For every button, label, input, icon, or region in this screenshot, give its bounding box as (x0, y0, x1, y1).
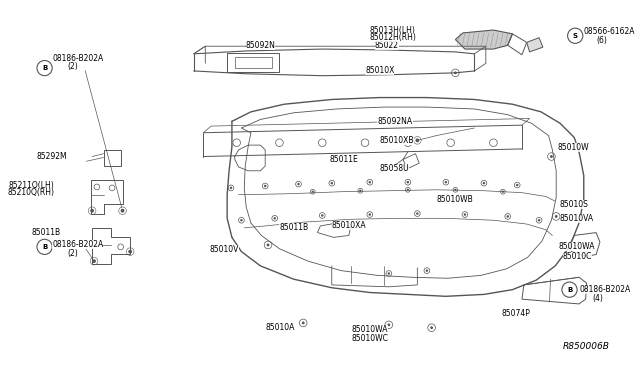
Circle shape (297, 183, 300, 185)
Circle shape (516, 184, 518, 186)
Text: 85011E: 85011E (330, 155, 358, 164)
Text: B: B (567, 287, 572, 293)
Circle shape (406, 189, 409, 191)
Circle shape (92, 259, 96, 263)
Circle shape (388, 272, 390, 275)
Circle shape (454, 71, 457, 74)
Text: (2): (2) (67, 62, 78, 71)
Circle shape (426, 269, 428, 272)
Circle shape (312, 190, 314, 193)
Circle shape (387, 323, 390, 326)
Circle shape (506, 215, 509, 218)
Text: 85292M: 85292M (36, 152, 67, 161)
Text: 85010C: 85010C (563, 252, 592, 261)
Text: 85010WB: 85010WB (436, 195, 473, 204)
Text: 85011B: 85011B (280, 223, 308, 232)
Text: 85010XA: 85010XA (332, 221, 366, 230)
Text: 85211Q(LH): 85211Q(LH) (8, 180, 54, 190)
Circle shape (415, 138, 419, 142)
Circle shape (416, 212, 419, 215)
Circle shape (483, 182, 485, 185)
Circle shape (302, 321, 305, 324)
Circle shape (264, 185, 266, 187)
Circle shape (562, 282, 577, 297)
Circle shape (273, 217, 276, 219)
Circle shape (37, 61, 52, 76)
Circle shape (369, 213, 371, 216)
Text: 85012H(RH): 85012H(RH) (370, 33, 417, 42)
Text: 85013H(LH): 85013H(LH) (370, 26, 415, 35)
Text: B: B (42, 244, 47, 250)
Polygon shape (456, 30, 513, 49)
Text: 85058U: 85058U (380, 164, 409, 173)
Text: 85010W: 85010W (557, 142, 589, 151)
Text: 85010VA: 85010VA (560, 214, 594, 223)
Text: 08186-B202A: 08186-B202A (579, 285, 630, 294)
Text: 85010X: 85010X (365, 67, 394, 76)
Text: 85010XB: 85010XB (380, 136, 414, 145)
Text: 85010WA: 85010WA (351, 325, 388, 334)
Text: 85010WA: 85010WA (558, 243, 595, 251)
Text: 08186-B202A: 08186-B202A (52, 54, 104, 63)
Circle shape (406, 181, 409, 183)
Circle shape (445, 181, 447, 183)
Polygon shape (527, 38, 543, 52)
Text: (6): (6) (596, 36, 607, 45)
Circle shape (430, 326, 433, 329)
Circle shape (90, 209, 94, 213)
Text: (4): (4) (593, 294, 604, 303)
Circle shape (37, 239, 52, 254)
Circle shape (321, 214, 323, 217)
Circle shape (454, 189, 456, 191)
Circle shape (128, 250, 132, 253)
Text: 85011B: 85011B (31, 228, 61, 237)
Circle shape (230, 187, 232, 189)
Text: S: S (573, 33, 578, 39)
Circle shape (555, 215, 557, 218)
Text: 85210Q(RH): 85210Q(RH) (7, 188, 54, 197)
Circle shape (463, 213, 466, 216)
Circle shape (121, 209, 124, 213)
Circle shape (330, 182, 333, 185)
Text: 85092NA: 85092NA (378, 117, 413, 126)
Text: 85010V: 85010V (209, 245, 239, 254)
Text: 85022: 85022 (375, 41, 399, 50)
Text: R850006B: R850006B (563, 343, 609, 352)
Text: 08566-6162A: 08566-6162A (584, 28, 636, 36)
Circle shape (267, 244, 269, 246)
Circle shape (502, 190, 504, 193)
Circle shape (568, 28, 583, 44)
Text: 85010WC: 85010WC (351, 334, 388, 343)
Text: 85074P: 85074P (501, 309, 530, 318)
Text: 85010A: 85010A (265, 323, 294, 332)
Text: (2): (2) (67, 249, 78, 258)
Circle shape (550, 155, 553, 158)
Text: 85010S: 85010S (560, 199, 589, 209)
Text: B: B (42, 65, 47, 71)
Circle shape (240, 219, 243, 221)
Circle shape (359, 190, 362, 192)
Circle shape (369, 181, 371, 183)
Text: 08186-B202A: 08186-B202A (52, 240, 104, 250)
Circle shape (538, 219, 540, 221)
Text: 85092N: 85092N (246, 41, 275, 50)
